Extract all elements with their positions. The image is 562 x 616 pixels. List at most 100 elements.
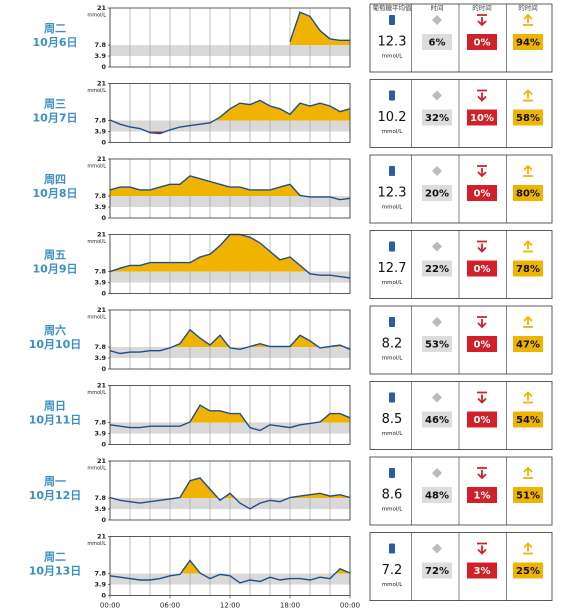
in-range-pct-box [422, 336, 452, 352]
range-icon [432, 392, 442, 403]
weekday: 周四 [44, 173, 66, 186]
glucose-line [109, 175, 351, 201]
y-tick-label: 0 [101, 592, 106, 600]
mean-value: 12.7 [378, 261, 407, 276]
y-tick-label: 3.9 [94, 354, 106, 362]
date: 10月6日 [33, 36, 78, 49]
low-pct: 0% [474, 38, 491, 49]
plot-frame [109, 460, 351, 521]
low-pct-box [467, 487, 497, 503]
low-pct: 0% [474, 415, 491, 426]
weekday: 周六 [44, 323, 66, 337]
weekday: 周二 [44, 22, 66, 35]
y-tick-label: 21 [97, 155, 107, 163]
phone-icon [389, 543, 395, 554]
date: 10月9日 [33, 263, 78, 276]
weekday: 周五 [44, 249, 66, 262]
y-unit: mmol/L [87, 541, 106, 547]
high-pct-box [513, 109, 543, 126]
y-tick-label: 7.8 [94, 41, 106, 49]
range-icon [432, 90, 442, 101]
y-unit: mmol/L [87, 390, 106, 396]
mean-value: 8.2 [382, 337, 403, 352]
high-pct: 78% [516, 264, 540, 275]
date: 10月10日 [29, 338, 82, 351]
mean-unit: mmol/L [382, 356, 403, 362]
range-icon [432, 543, 442, 554]
low-pct-box [467, 562, 497, 579]
mean-value: 8.6 [382, 488, 403, 503]
high-pct: 54% [516, 415, 540, 426]
phone-icon [389, 468, 395, 478]
high-area [180, 560, 350, 574]
y-tick-label: 21 [97, 4, 107, 12]
weekday: 周一 [44, 475, 66, 488]
y-unit: mmol/L [87, 315, 106, 321]
low-icon [477, 391, 487, 404]
y-tick-label: 7.8 [94, 570, 106, 578]
high-pct-box [513, 336, 543, 352]
y-unit: mmol/L [87, 13, 106, 19]
mean-unit: mmol/L [382, 507, 403, 513]
high-pct-box [513, 34, 543, 50]
y-tick-label: 7.8 [94, 268, 106, 276]
high-pct-box [513, 411, 543, 428]
y-tick-label: 7.8 [94, 192, 106, 200]
y-tick-label: 21 [97, 457, 107, 465]
mean-value: 12.3 [378, 186, 407, 201]
low-pct: 3% [474, 566, 491, 577]
high-pct-box [513, 185, 543, 201]
in-range-pct: 53% [425, 340, 449, 351]
y-tick-label: 0 [101, 63, 106, 71]
in-range-pct: 6% [429, 38, 446, 49]
high-pct: 51% [516, 491, 540, 502]
plot-frame [109, 7, 351, 68]
y-unit: mmol/L [87, 88, 106, 94]
high-pct: 25% [516, 566, 540, 577]
high-icon [523, 466, 533, 479]
low-area [110, 584, 350, 585]
range-icon [432, 241, 442, 252]
high-icon [523, 240, 533, 253]
phone-icon [389, 392, 395, 403]
y-tick-label: 0 [101, 365, 106, 373]
high-area [110, 175, 305, 197]
phone-icon [389, 90, 395, 101]
y-tick-label: 7.8 [94, 419, 106, 427]
low-icon [477, 89, 487, 102]
high-icon [523, 89, 533, 102]
phone-icon [389, 166, 395, 176]
high-area [290, 12, 350, 46]
in-range-pct: 20% [425, 189, 449, 200]
y-tick-label: 21 [97, 231, 107, 239]
low-icon [477, 165, 487, 178]
high-pct: 94% [516, 38, 540, 49]
low-pct-box [467, 185, 497, 201]
glucose-line [109, 99, 351, 135]
high-pct: 47% [516, 340, 540, 351]
range-icon [432, 468, 442, 478]
low-pct: 1% [474, 491, 491, 502]
y-tick-label: 3.9 [94, 128, 106, 136]
weekday: 周日 [44, 400, 66, 413]
phone-icon [389, 317, 395, 327]
mean-value: 12.3 [378, 35, 407, 50]
in-range-pct: 46% [425, 415, 449, 426]
high-icon [523, 164, 533, 177]
low-pct: 0% [474, 264, 491, 275]
high-icon [523, 542, 533, 555]
mean-value: 8.5 [382, 412, 403, 427]
column-header: 的时间 [472, 3, 492, 12]
in-range-pct-box [422, 487, 452, 503]
mean-unit: mmol/L [382, 582, 403, 588]
in-range-pct-box [422, 34, 452, 50]
y-tick-label: 3.9 [94, 203, 106, 211]
mean-unit: mmol/L [382, 205, 403, 211]
mean-value: 10.2 [378, 110, 407, 125]
in-range-pct-box [422, 411, 452, 428]
y-tick-label: 21 [97, 306, 107, 314]
low-pct-box [467, 336, 497, 352]
column-header: 时间 [431, 3, 444, 12]
low-icon [477, 467, 487, 480]
